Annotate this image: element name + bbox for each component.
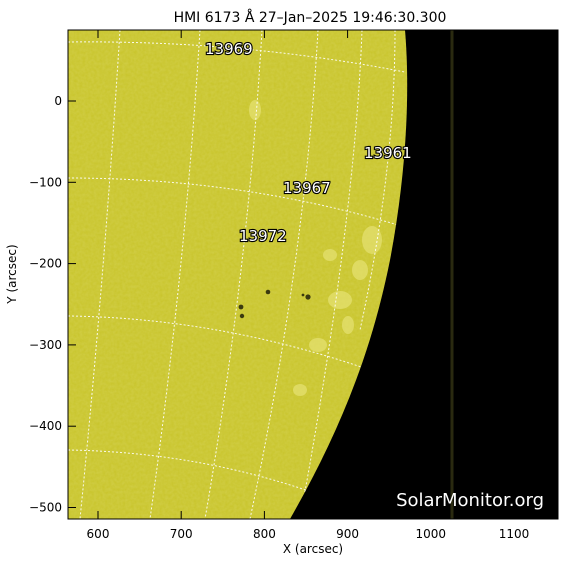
heliographic-grid [68,30,406,519]
sunspot [265,289,271,295]
region-label-13969: 13969 [205,40,253,58]
x-tick-label: 900 [336,527,359,541]
x-tick-label: 600 [87,527,110,541]
x-axis-label: X (arcsec) [283,542,343,556]
y-tick-label: −500 [29,501,62,515]
y-tick-label: −300 [29,338,62,352]
y-tick-label: −200 [29,257,62,271]
y-axis: 0 −100 −200 −300 −400 −500 [29,94,558,515]
x-axis: 600 700 800 900 1000 1100 [87,30,530,541]
plot-frame [67,29,559,520]
x-tick-label: 1000 [416,527,447,541]
sunspots [238,289,311,319]
sunspot [238,304,244,310]
x-tick-label: 800 [253,527,276,541]
region-label-13967: 13967 [283,179,331,197]
x-tick-label: 1100 [499,527,530,541]
y-tick-label: −100 [29,175,62,189]
image-title: HMI 6173 Å 27–Jan–2025 19:46:30.300 [174,9,447,26]
region-label-13961: 13961 [364,144,412,162]
y-tick-label: −400 [29,419,62,433]
sunspot [301,293,305,297]
sunspot [305,294,311,300]
faculae [249,100,382,396]
watermark: SolarMonitor.org [396,490,544,511]
y-tick-label: 0 [54,94,62,108]
sunspot [239,313,245,319]
region-label-13972: 13972 [239,227,287,245]
y-axis-label: Y (arcsec) [5,244,19,304]
x-tick-label: 700 [170,527,193,541]
